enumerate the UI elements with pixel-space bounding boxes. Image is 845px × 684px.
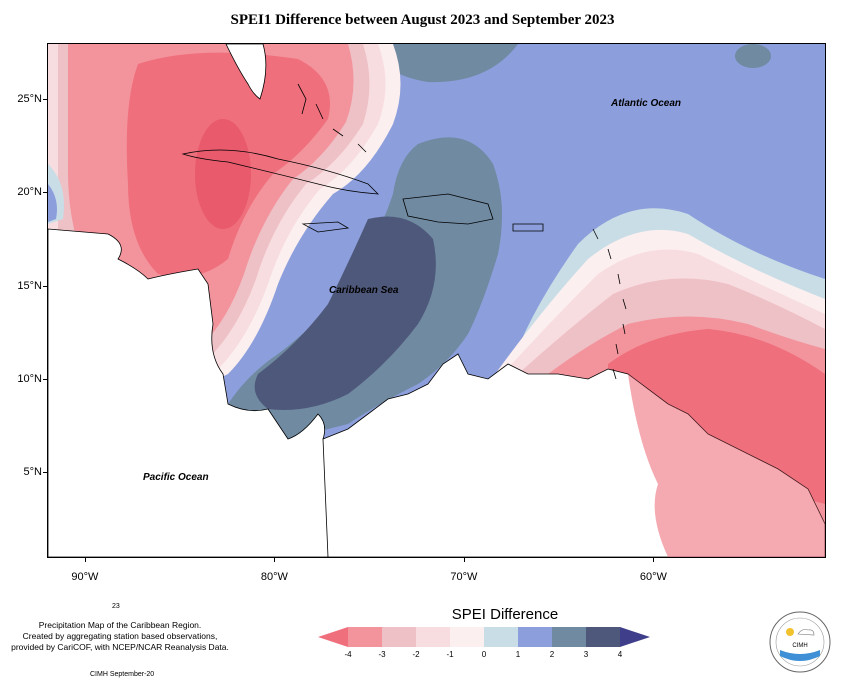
lon-tick-mark xyxy=(653,557,655,562)
label-caribbean-sea: Caribbean Sea xyxy=(329,285,399,296)
island-hispaniola xyxy=(402,193,494,225)
legend-tick-label: 0 xyxy=(481,650,487,659)
legend-swatch xyxy=(484,627,518,647)
lon-tick-mark xyxy=(84,557,86,562)
lon-tick-mark xyxy=(463,557,465,562)
land-guianas-shading xyxy=(628,374,825,557)
legend-arrow-high xyxy=(620,627,650,647)
legend-tick-label: -4 xyxy=(344,650,352,659)
credit-text: Precipitation Map of the Caribbean Regio… xyxy=(0,620,240,653)
lat-tick-label: 25°N xyxy=(17,92,42,105)
credit-date: CIMH September-20 xyxy=(90,671,155,678)
legend-swatch xyxy=(416,627,450,647)
page-title: SPEI1 Difference between August 2023 and… xyxy=(230,12,615,28)
islands-bahamas xyxy=(297,83,367,153)
lat-tick-mark xyxy=(43,192,47,194)
lat-tick-label: 15°N xyxy=(17,279,42,292)
cimh-logo-icon: CIMH xyxy=(769,611,831,673)
map-panel xyxy=(47,43,826,558)
contour-band xyxy=(48,184,57,222)
lat-tick-mark xyxy=(43,472,47,474)
lat-tick-label: 10°N xyxy=(17,372,42,385)
lon-tick-label: 90°W xyxy=(71,571,99,583)
legend-colorbar xyxy=(318,627,650,647)
legend-swatch xyxy=(586,627,620,647)
lon-tick-label: 70°W xyxy=(450,571,478,583)
lat-tick-mark xyxy=(43,285,47,287)
legend-swatch xyxy=(348,627,382,647)
contour-band xyxy=(735,44,771,68)
contour-band xyxy=(254,216,436,410)
label-atlantic-ocean: Atlantic Ocean xyxy=(611,98,682,109)
legend-title: SPEI Difference xyxy=(451,606,559,623)
legend-swatch xyxy=(382,627,416,647)
legend-tick-label: 4 xyxy=(617,650,623,659)
land-florida xyxy=(225,44,267,100)
lon-tick-label: 80°W xyxy=(260,571,288,583)
legend-swatch xyxy=(552,627,586,647)
lon-tick-label: 60°W xyxy=(639,571,667,583)
legend-swatch xyxy=(518,627,552,647)
legend-tick-label: -1 xyxy=(446,650,454,659)
islands-lesser-antilles xyxy=(592,228,627,380)
lat-tick-label: 5°N xyxy=(23,466,42,479)
label-pacific-ocean: Pacific Ocean xyxy=(143,472,209,483)
credit-line-2: Created by aggregating station based obs… xyxy=(22,631,218,641)
legend-tick-label: 2 xyxy=(549,650,555,659)
contour-band xyxy=(195,119,251,229)
island-puerto-rico xyxy=(512,223,544,232)
logo-text: CIMH xyxy=(792,643,807,649)
lat-tick-mark xyxy=(43,378,47,380)
legend-tick-label: -3 xyxy=(378,650,386,659)
credit-line-1: Precipitation Map of the Caribbean Regio… xyxy=(38,620,202,630)
legend-tick-label: 3 xyxy=(583,650,589,659)
island-cuba xyxy=(181,149,380,195)
credit-number: 23 xyxy=(112,603,120,610)
land-central-america xyxy=(48,228,334,557)
lat-tick-label: 20°N xyxy=(17,186,42,199)
credit-line-3: provided by CariCOF, with NCEP/NCAR Rean… xyxy=(11,642,229,652)
legend-swatch xyxy=(450,627,484,647)
legend-tick-label: 1 xyxy=(515,650,521,659)
lon-tick-mark xyxy=(274,557,276,562)
lat-tick-mark xyxy=(43,98,47,100)
contour-band xyxy=(378,44,518,83)
legend-arrow-low xyxy=(318,627,348,647)
island-jamaica xyxy=(301,221,350,233)
spei-difference-map xyxy=(48,44,825,557)
legend-tick-label: -2 xyxy=(412,650,420,659)
